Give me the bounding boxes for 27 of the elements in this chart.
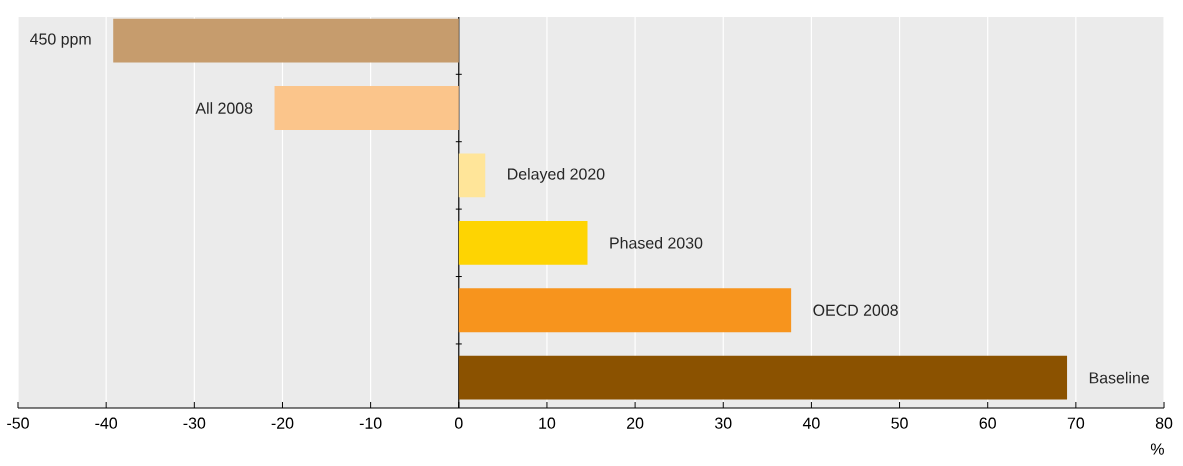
y-tick-label: 450 ppm bbox=[30, 33, 91, 48]
x-tick-label: 50 bbox=[891, 417, 908, 429]
y-tick-label: All 2008 bbox=[195, 102, 253, 114]
x-tick-label: -50 bbox=[7, 417, 29, 429]
bar bbox=[113, 18, 459, 63]
bar bbox=[274, 86, 459, 130]
bar bbox=[458, 355, 1068, 400]
x-axis-title: % bbox=[1150, 443, 1164, 455]
bar bbox=[458, 153, 486, 198]
x-tick-label: -20 bbox=[271, 417, 294, 429]
x-tick-label: -10 bbox=[359, 417, 382, 429]
x-tick-label: 30 bbox=[715, 417, 732, 429]
x-tick-label: 70 bbox=[1067, 417, 1085, 429]
x-tick-label: 20 bbox=[627, 417, 644, 429]
y-tick-label: Delayed 2020 bbox=[508, 167, 605, 183]
x-tick-label: 0 bbox=[454, 417, 463, 429]
y-tick-label: Phased 2030 bbox=[610, 236, 703, 249]
x-tick-label: 80 bbox=[1155, 417, 1173, 429]
x-tick-label: -40 bbox=[95, 417, 118, 429]
x-tick-label: -30 bbox=[183, 417, 206, 429]
y-tick-label: OECD 2008 bbox=[813, 304, 898, 316]
x-tick-label: 40 bbox=[802, 417, 820, 429]
x-tick-label: 10 bbox=[539, 417, 556, 429]
bar bbox=[458, 288, 792, 333]
x-tick-label: 60 bbox=[979, 417, 996, 429]
y-tick-label: Baseline bbox=[1089, 371, 1149, 384]
bar bbox=[458, 220, 588, 265]
